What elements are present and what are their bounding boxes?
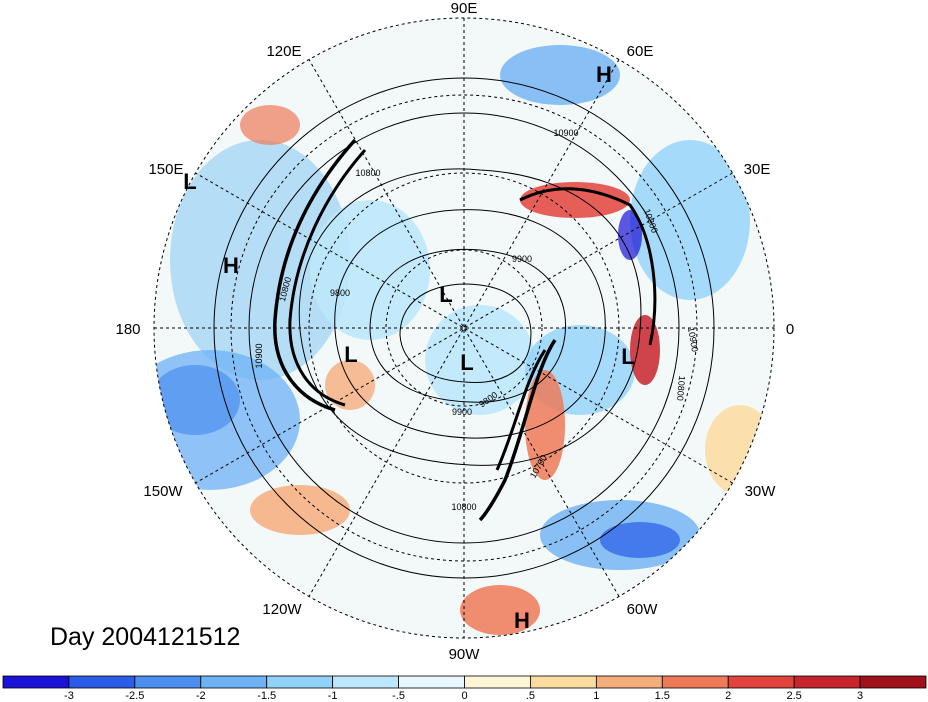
contour-label: 10800 <box>451 502 476 512</box>
low-center: L <box>344 342 357 367</box>
contour-label: 10900 <box>686 326 700 352</box>
pressure-centers: H H L L L L L H <box>183 62 634 633</box>
colorbar-swatch <box>661 675 729 689</box>
colorbar-swatch <box>793 675 861 689</box>
high-center: H <box>223 253 239 278</box>
colorbar-swatch <box>398 675 465 689</box>
lon-label-90e: 90E <box>451 0 478 17</box>
lon-label-90w: 90W <box>449 646 481 663</box>
day-label: Day 2004121512 <box>50 623 240 651</box>
high-center: H <box>514 608 530 633</box>
colorbar-tick-label: 3 <box>857 690 863 702</box>
low-center: L <box>621 344 634 369</box>
colorbar-tick-label: -1 <box>328 690 338 702</box>
colorbar-tick-label: 1 <box>593 690 599 702</box>
colorbar-swatch <box>200 675 268 689</box>
contour-label: 9900 <box>512 254 532 264</box>
colorbar-tick-label: -1.5 <box>257 690 276 702</box>
colorbar-swatch <box>68 675 136 689</box>
lon-label-60w: 60W <box>627 601 659 618</box>
colorbar-tick-label: 2 <box>725 690 731 702</box>
low-center: L <box>183 169 196 194</box>
colorbar-tick-label: 2.5 <box>786 690 801 702</box>
colorbar: -3 -2.5 -2 -1.5 -1 -.5 0 .5 1 1.5 2 2.5 3 <box>2 675 927 702</box>
contour-label: 10800 <box>675 375 687 401</box>
contour-label: 10900 <box>254 343 264 368</box>
colorbar-swatch <box>530 675 597 689</box>
contour-label: 9800 <box>330 288 350 298</box>
low-center: L <box>439 282 452 307</box>
lon-label-30e: 30E <box>744 161 771 178</box>
low-center: L <box>460 350 473 375</box>
lon-label-0: 0 <box>786 321 794 338</box>
contour-label: 9900 <box>452 407 472 417</box>
colorbar-swatch <box>727 675 795 689</box>
map-grid <box>153 17 775 639</box>
lon-label-120w: 120W <box>262 601 302 618</box>
contour-label: 10900 <box>553 128 578 138</box>
high-center: H <box>596 62 612 87</box>
lon-label-60e: 60E <box>627 43 654 60</box>
colorbar-swatch <box>595 675 663 689</box>
colorbar-swatch <box>464 675 531 689</box>
colorbar-tick-label: -2 <box>196 690 206 702</box>
colorbar-swatch <box>266 675 334 689</box>
colorbar-swatch <box>332 675 399 689</box>
lon-label-150e: 150E <box>148 161 183 178</box>
colorbar-tick-label: 0 <box>461 690 467 702</box>
colorbar-tick-label: -.5 <box>392 690 405 702</box>
colorbar-tick-label: -2.5 <box>125 690 144 702</box>
lon-label-150w: 150W <box>143 483 183 500</box>
colorbar-tick-label: .5 <box>526 690 535 702</box>
lon-label-120e: 120E <box>266 43 301 60</box>
contour-label: 10800 <box>355 168 380 178</box>
colorbar-swatch <box>859 675 927 689</box>
lon-label-180: 180 <box>115 321 140 338</box>
colorbar-tick-label: 1.5 <box>655 690 670 702</box>
lon-label-30w: 30W <box>745 483 777 500</box>
longitude-labels: 90E 60E 30E 0 30W 60W 90W 120W 150W 180 … <box>115 0 794 663</box>
colorbar-swatch <box>2 675 70 689</box>
colorbar-swatch <box>134 675 202 689</box>
colorbar-tick-label: -3 <box>64 690 74 702</box>
